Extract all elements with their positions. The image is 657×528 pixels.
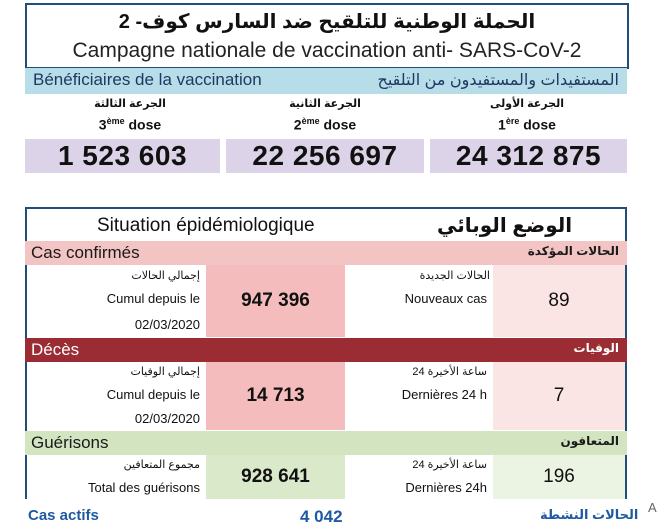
deaths-label-french: Décès <box>31 340 80 359</box>
confirmed-label-french: Cas confirmés <box>31 243 140 262</box>
active-cases-value: 4 042 <box>300 507 343 526</box>
active-cases-label-french: Cas actifs <box>28 507 99 524</box>
confirmed-total-value: 947 396 <box>206 265 345 337</box>
beneficiaries-label-arabic: المستفيدات والمستفيدون من التلقيح <box>377 72 619 89</box>
recovered-new-label: Dernières 24h <box>405 480 487 495</box>
dose-3-label-arabic: الجرعة الثالثة <box>94 98 166 110</box>
recovered-label-french: Guérisons <box>31 433 109 452</box>
dose-3-label: 3ème dose <box>98 116 162 133</box>
campaign-title-french: Campagne nationale de vaccination anti- … <box>72 39 582 62</box>
dose-2-value: 22 256 697 <box>226 139 424 173</box>
dose-1-label-arabic: الجرعة الأولى <box>490 98 564 110</box>
campaign-header: الحملة الوطنية للتلقيح ضد السارس كوف- 2 … <box>25 3 629 69</box>
recovered-total-value: 928 641 <box>206 455 345 499</box>
deaths-total-label-arabic: إجمالي الوفيات <box>130 366 200 378</box>
deaths-new-value: 7 <box>493 362 625 430</box>
deaths-band: Décès الوفيات <box>25 338 627 362</box>
deaths-total-value: 14 713 <box>206 362 345 430</box>
deaths-total-date: 02/03/2020 <box>134 411 200 426</box>
recovered-total-label: Total des guérisons <box>87 480 200 495</box>
confirmed-label-arabic: الحالات المؤكدة <box>527 244 619 258</box>
confirmed-new-label: Nouveaux cas <box>404 291 487 306</box>
recovered-new-value: 196 <box>493 455 625 499</box>
beneficiaries-header: Bénéficiaires de la vaccination المستفيد… <box>25 68 627 94</box>
epidemiology-title-french: Situation épidémiologique <box>97 215 315 236</box>
confirmed-new-label-arabic: الحالات الجديدة <box>419 270 490 282</box>
beneficiaries-label-french: Bénéficiaires de la vaccination <box>33 70 262 89</box>
recovered-band: Guérisons المتعافون <box>25 431 627 455</box>
epidemiology-header: Situation épidémiologique الوضع الوبائي <box>25 207 627 241</box>
confirmed-total-date: 02/03/2020 <box>134 317 200 332</box>
dose-1-label: 1ère dose <box>498 116 556 133</box>
corner-mark: A <box>648 500 657 515</box>
deaths-new-label: Dernières 24 h <box>401 387 487 402</box>
dose-3-value: 1 523 603 <box>25 139 220 173</box>
recovered-total-label-arabic: مجموع المتعافين <box>123 459 200 471</box>
recovered-label-arabic: المتعافون <box>560 434 619 448</box>
active-cases-label-arabic: الحالات النشطة <box>540 507 639 522</box>
deaths-total-label: Cumul depuis le <box>106 387 200 402</box>
deaths-new-label-arabic: 24 ساعة الأخيرة <box>412 366 487 378</box>
confirmed-total-label-arabic: إجمالي الحالات <box>131 270 200 282</box>
dose-1-value: 24 312 875 <box>430 139 627 173</box>
dose-2-label-arabic: الجرعة الثانية <box>289 98 361 110</box>
deaths-label-arabic: الوفيات <box>573 341 619 355</box>
epidemiology-frame <box>25 241 627 499</box>
recovered-new-label-arabic: 24 ساعة الأخيرة <box>412 459 487 471</box>
dose-2-label: 2ème dose <box>293 116 357 133</box>
epidemiology-title-arabic: الوضع الوبائي <box>437 215 573 237</box>
campaign-title-arabic: الحملة الوطنية للتلقيح ضد السارس كوف- 2 <box>118 11 536 33</box>
confirmed-total-label: Cumul depuis le <box>106 291 200 306</box>
confirmed-band: Cas confirmés الحالات المؤكدة <box>25 241 627 265</box>
confirmed-new-value: 89 <box>493 265 625 337</box>
